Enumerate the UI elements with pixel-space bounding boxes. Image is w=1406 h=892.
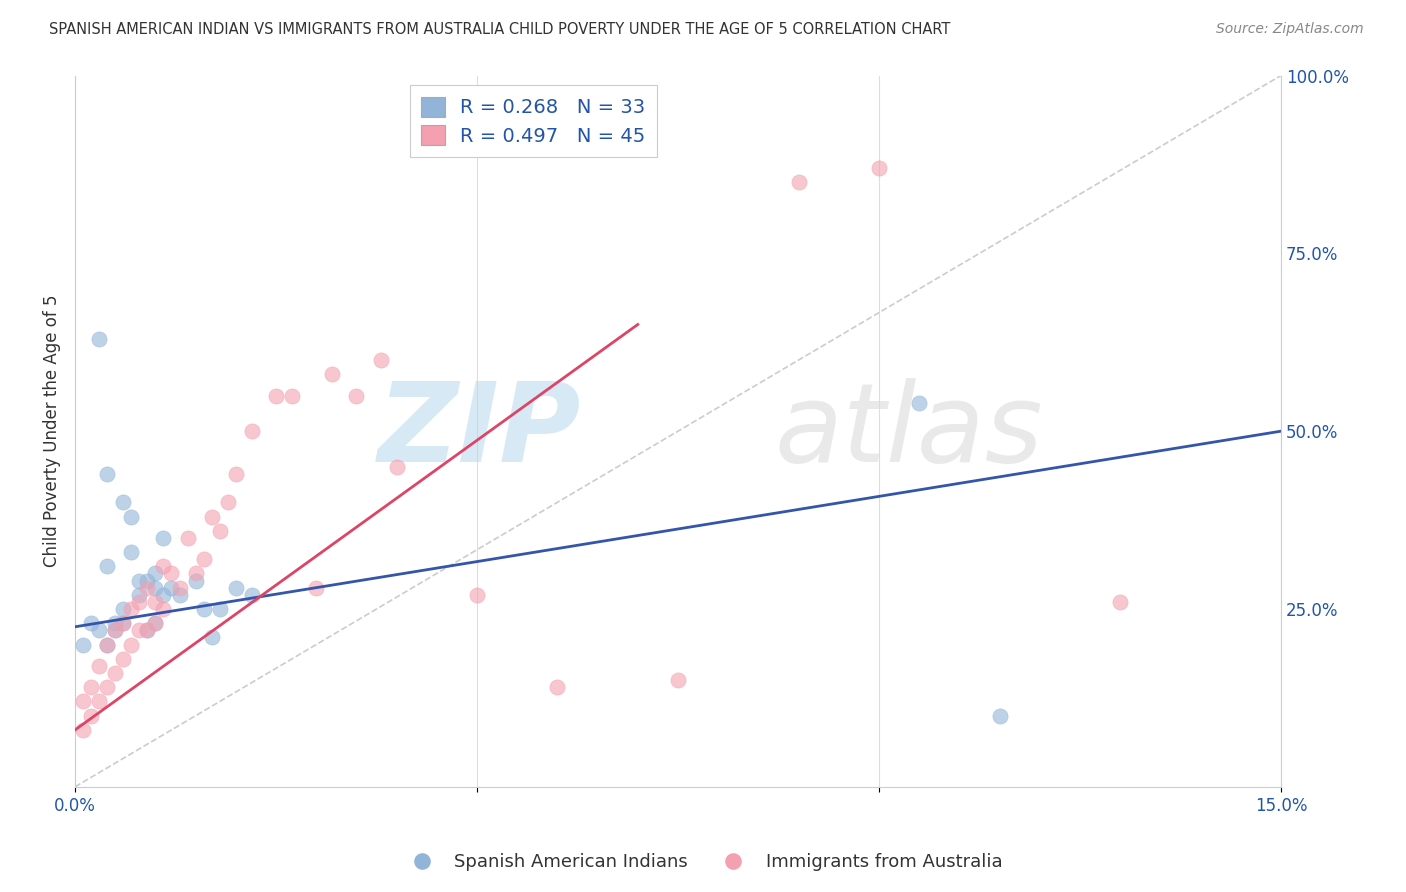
Point <box>344 389 367 403</box>
Point <box>201 631 224 645</box>
Point <box>80 616 103 631</box>
Point <box>104 666 127 681</box>
Point <box>988 708 1011 723</box>
Point <box>120 545 142 559</box>
Point <box>152 602 174 616</box>
Point <box>666 673 689 687</box>
Point <box>112 616 135 631</box>
Point <box>89 659 111 673</box>
Point <box>1109 595 1132 609</box>
Point <box>89 332 111 346</box>
Point <box>136 581 159 595</box>
Point <box>225 581 247 595</box>
Point <box>112 616 135 631</box>
Point <box>281 389 304 403</box>
Point <box>305 581 328 595</box>
Point <box>112 652 135 666</box>
Point <box>152 588 174 602</box>
Point <box>145 595 167 609</box>
Point <box>96 680 118 694</box>
Point <box>193 552 215 566</box>
Point <box>868 161 890 175</box>
Point <box>80 708 103 723</box>
Point <box>89 694 111 708</box>
Point <box>240 424 263 438</box>
Point <box>160 566 183 581</box>
Point <box>96 559 118 574</box>
Point <box>160 581 183 595</box>
Point <box>72 638 94 652</box>
Point <box>787 175 810 189</box>
Point <box>208 602 231 616</box>
Point <box>145 616 167 631</box>
Point <box>370 353 392 368</box>
Point <box>72 694 94 708</box>
Text: Source: ZipAtlas.com: Source: ZipAtlas.com <box>1216 22 1364 37</box>
Point <box>152 531 174 545</box>
Point <box>89 624 111 638</box>
Point <box>136 574 159 588</box>
Point <box>120 509 142 524</box>
Point <box>80 680 103 694</box>
Point <box>546 680 568 694</box>
Point <box>145 581 167 595</box>
Text: atlas: atlas <box>775 377 1043 484</box>
Point <box>169 581 191 595</box>
Point <box>72 723 94 737</box>
Point <box>96 638 118 652</box>
Point <box>321 368 343 382</box>
Point <box>465 588 488 602</box>
Point <box>128 574 150 588</box>
Point <box>184 574 207 588</box>
Point <box>193 602 215 616</box>
Point <box>145 566 167 581</box>
Point <box>240 588 263 602</box>
Point <box>152 559 174 574</box>
Point <box>208 524 231 538</box>
Point <box>169 588 191 602</box>
Text: ZIP: ZIP <box>378 377 582 484</box>
Point <box>908 395 931 409</box>
Point <box>217 495 239 509</box>
Point <box>176 531 198 545</box>
Point <box>201 509 224 524</box>
Point <box>120 602 142 616</box>
Point <box>184 566 207 581</box>
Point <box>264 389 287 403</box>
Point <box>385 459 408 474</box>
Point <box>104 616 127 631</box>
Point <box>112 495 135 509</box>
Legend: Spanish American Indians, Immigrants from Australia: Spanish American Indians, Immigrants fro… <box>396 847 1010 879</box>
Point <box>96 638 118 652</box>
Point <box>225 467 247 481</box>
Point <box>128 595 150 609</box>
Point <box>136 624 159 638</box>
Point <box>104 624 127 638</box>
Text: SPANISH AMERICAN INDIAN VS IMMIGRANTS FROM AUSTRALIA CHILD POVERTY UNDER THE AGE: SPANISH AMERICAN INDIAN VS IMMIGRANTS FR… <box>49 22 950 37</box>
Point <box>128 588 150 602</box>
Point <box>96 467 118 481</box>
Legend: R = 0.268   N = 33, R = 0.497   N = 45: R = 0.268 N = 33, R = 0.497 N = 45 <box>409 86 657 157</box>
Point <box>128 624 150 638</box>
Point <box>112 602 135 616</box>
Point <box>104 624 127 638</box>
Point <box>120 638 142 652</box>
Y-axis label: Child Poverty Under the Age of 5: Child Poverty Under the Age of 5 <box>44 295 60 567</box>
Point <box>136 624 159 638</box>
Point <box>145 616 167 631</box>
